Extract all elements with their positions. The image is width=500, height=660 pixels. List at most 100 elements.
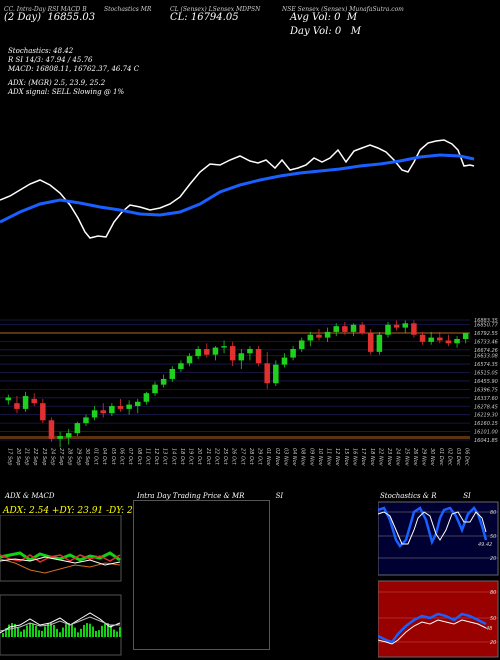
candle-body	[40, 403, 46, 421]
macd-white-line	[0, 612, 121, 634]
stoch-value-label: 49.42	[478, 542, 492, 548]
date-tick-label: 25 Nov	[403, 448, 409, 467]
candle-body	[393, 324, 400, 328]
macd-histogram-bar	[98, 630, 100, 637]
date-tick-label: 30 Sep	[84, 448, 90, 465]
date-tick-label: 06 Dec	[464, 448, 470, 466]
candle-body	[91, 410, 98, 418]
macd-histogram-bar	[95, 630, 97, 637]
macd-histogram-bar	[17, 627, 19, 637]
date-tick-label: 23 Nov	[386, 448, 392, 467]
intraday-box	[133, 500, 270, 650]
date-tick-label: 28 Sep	[67, 448, 73, 465]
date-tick-label: 18 Nov	[369, 448, 375, 467]
macd-histogram-bar	[29, 623, 31, 637]
macd-histogram-bar	[47, 623, 49, 637]
candle-body	[307, 334, 314, 341]
macd-histogram-bar	[74, 627, 76, 637]
ma-overview-chart	[0, 139, 475, 239]
candle-body	[333, 326, 340, 332]
macd-histogram-bar	[107, 623, 109, 637]
date-tick-label: 03 Dec	[455, 448, 461, 466]
adx-readout: ADX: (MGR) 2.5, 23.9, 25.2	[8, 79, 106, 87]
date-tick-label: 20 Oct	[196, 448, 202, 466]
macd-histogram-bar	[77, 632, 79, 637]
rsi-level-50: 50	[490, 616, 496, 622]
price-level-label: 16041.85	[474, 438, 498, 444]
macd-histogram-bar	[68, 623, 70, 637]
price-level-label: 16883.35	[474, 318, 498, 324]
price-level-label: 16278.45	[474, 404, 498, 410]
date-tick-label: 08 Nov	[300, 448, 306, 467]
candle-body	[74, 423, 81, 434]
date-tick-label: 19 Oct	[188, 448, 194, 466]
rsi-white-line	[378, 619, 487, 645]
candle-body	[281, 357, 288, 365]
candle-body	[186, 356, 193, 364]
rsi-value-label: 48	[486, 626, 492, 632]
candle-body	[143, 393, 150, 402]
header-nse-link[interactable]: NSE Sensex (Sensex) MunafaSutra.com	[282, 6, 404, 13]
close-value: CL: 16794.05	[170, 12, 239, 23]
adx-panel-title: ADX & MACD	[5, 492, 55, 500]
candle-body	[428, 337, 434, 342]
candle-body	[316, 334, 322, 338]
header-chart-link[interactable]: CC. Intra-Day RSI MACD B	[4, 6, 87, 13]
macd-histogram-bar	[101, 625, 103, 637]
candle-body	[22, 396, 29, 409]
date-tick-label: 11 Nov	[326, 448, 332, 467]
date-tick-label: 20 Sep	[15, 448, 21, 465]
macd-histogram-bar	[44, 626, 46, 637]
date-tick-label: 25 Oct	[222, 448, 228, 466]
header-cl-link[interactable]: CL (Sensex) LSensex MDPSN	[170, 6, 261, 13]
macd-histogram-bar	[11, 623, 13, 637]
date-tick-label: 03 Nov	[282, 448, 288, 467]
price-level-label: 16792.55	[474, 331, 498, 337]
adx-orange-line	[0, 558, 121, 574]
candle-body	[204, 348, 210, 355]
date-tick-label: 29 Nov	[421, 448, 427, 467]
macd-readout: MACD: 16808.11, 16762.37, 46.74 C	[8, 65, 140, 73]
candle-body	[134, 401, 141, 407]
date-tick-label: 12 Oct	[153, 448, 159, 466]
ma-blue-line	[0, 153, 475, 224]
date-tick-label: 02 Nov	[274, 448, 280, 467]
candle-body	[367, 333, 374, 352]
candle-body	[419, 334, 426, 342]
macd-histogram-bar	[5, 628, 7, 637]
date-tick-label: 01 Dec	[438, 448, 444, 466]
adx-signal: ADX signal: SELL Slowing @ 1%	[8, 88, 125, 96]
candle-body	[350, 324, 357, 332]
price-level-label: 16337.60	[474, 396, 498, 402]
candle-body	[376, 334, 383, 352]
macd-histogram-bar	[50, 623, 52, 637]
date-tick-label: 09 Nov	[308, 448, 314, 467]
macd-histogram-bar	[32, 623, 34, 637]
date-tick-label: 29 Sep	[75, 448, 81, 465]
candle-body	[5, 397, 12, 401]
date-tick-label: 16 Nov	[352, 448, 358, 467]
price-level-label: 16733.46	[474, 339, 498, 345]
date-tick-label: 01 Nov	[265, 448, 271, 467]
macd-histogram-bar	[65, 624, 67, 637]
date-tick-label: 05 Oct	[110, 448, 116, 466]
stoch-panel-title: Stochastics & R SI	[380, 492, 471, 500]
macd-histogram-bar	[59, 632, 61, 637]
price-floor-band	[0, 436, 470, 439]
macd-histogram-bar	[8, 624, 10, 637]
header-stoch-link[interactable]: Stochastics MR	[104, 6, 152, 13]
date-tick-label: 11 Oct	[144, 448, 150, 466]
date-tick-label: 02 Dec	[446, 448, 452, 466]
candle-body	[298, 340, 305, 349]
price-level-label: 16850.77	[474, 323, 499, 329]
candle-body	[14, 403, 20, 409]
candle-body	[247, 348, 253, 354]
date-tick-label: 29 Oct	[257, 448, 263, 466]
macd-histogram-bar	[110, 625, 112, 637]
date-tick-label: 10 Nov	[317, 448, 323, 467]
candle-body	[195, 348, 201, 357]
macd-histogram-bar	[80, 628, 82, 637]
stoch-rsi-panel: 80 50 20 49.42 80 50 20 48	[378, 501, 499, 658]
price-level-label: 16101.00	[474, 430, 498, 436]
macd-histogram-bar	[2, 633, 4, 637]
